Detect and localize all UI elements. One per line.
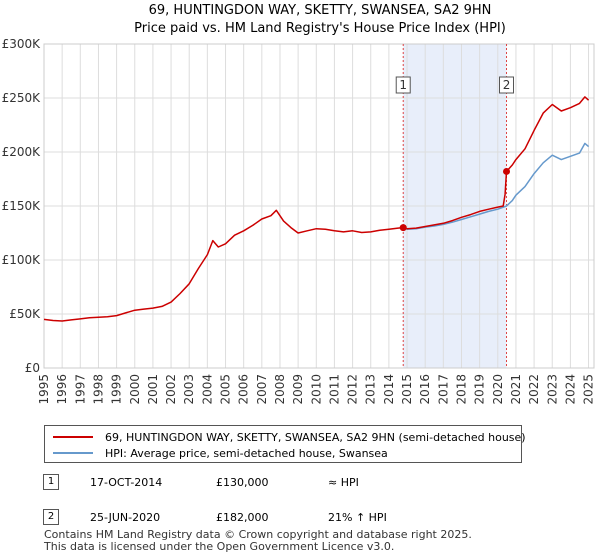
series-line-hpi (402, 142, 590, 230)
x-tick-label: 2023 (545, 374, 559, 405)
x-tick-label: 1999 (110, 374, 124, 405)
legend-item-property: 69, HUNTINGDON WAY, SKETTY, SWANSEA, SA2… (53, 429, 526, 445)
x-tick-label: 1995 (37, 374, 51, 405)
x-tick-label: 2015 (400, 374, 414, 405)
x-tick-label: 2003 (182, 374, 196, 405)
x-tick-label: 2009 (291, 374, 305, 405)
x-tick-label: 2011 (327, 374, 341, 405)
y-tick-label: £0 (25, 361, 40, 375)
annotation-hpi: ≈ HPI (328, 476, 359, 489)
x-tick-label: 2000 (128, 374, 142, 405)
sale-label-box (395, 76, 411, 94)
x-tick-label: 2013 (364, 374, 378, 405)
chart-subtitle: Price paid vs. HM Land Registry's House … (134, 21, 506, 36)
x-tick-label: 2004 (200, 374, 214, 405)
legend-label-property: 69, HUNTINGDON WAY, SKETTY, SWANSEA, SA2… (105, 430, 526, 444)
plot-border (43, 43, 595, 369)
annotation-number: 1 (43, 474, 59, 490)
footer-copyright: Contains HM Land Registry data © Crown c… (44, 528, 472, 541)
x-tick-label: 2025 (582, 374, 596, 405)
x-tick-label: 2022 (527, 374, 541, 405)
annotation-price: £130,000 (216, 476, 269, 489)
y-tick-label: £250K (2, 91, 42, 105)
legend: 69, HUNTINGDON WAY, SKETTY, SWANSEA, SA2… (44, 425, 526, 463)
annotation-hpi: 21% ↑ HPI (328, 511, 387, 524)
sale-point (399, 224, 407, 232)
x-tick-label: 2014 (382, 374, 396, 405)
annotation-date: 17-OCT-2014 (90, 476, 163, 489)
annotation-row: 2 25-JUN-2020 £182,000 21% ↑ HPI (40, 509, 560, 529)
legend-swatch-hpi (53, 452, 93, 454)
legend-swatch-property (53, 436, 93, 438)
sale-label-number: 2 (503, 78, 511, 92)
legend-label-hpi: HPI: Average price, semi-detached house,… (105, 446, 388, 460)
x-tick-label: 2020 (491, 374, 505, 405)
x-tick-label: 2012 (346, 374, 360, 405)
x-tick-label: 1998 (91, 374, 105, 405)
x-tick-label: 2017 (436, 374, 450, 405)
x-tick-label: 2024 (563, 374, 577, 405)
y-tick-label: £50K (9, 307, 41, 321)
x-tick-label: 1997 (73, 374, 87, 405)
x-tick-label: 2001 (146, 374, 160, 405)
sale-point (503, 167, 511, 175)
footer: Contains HM Land Registry data © Crown c… (44, 529, 472, 553)
chart-title: 69, HUNTINGDON WAY, SKETTY, SWANSEA, SA2… (149, 3, 492, 18)
x-tick-label: 2016 (418, 374, 432, 405)
y-tick-label: £300K (2, 37, 42, 51)
x-tick-label: 2021 (509, 374, 523, 405)
annotation-row: 1 17-OCT-2014 £130,000 ≈ HPI (40, 474, 560, 494)
x-tick-label: 2005 (219, 374, 233, 405)
sale-label-box (499, 76, 515, 94)
price-chart: 69, HUNTINGDON WAY, SKETTY, SWANSEA, SA2… (2, 3, 596, 405)
annotation-date: 25-JUN-2020 (90, 511, 161, 524)
x-tick-label: 2019 (473, 374, 487, 405)
y-tick-label: £150K (2, 199, 42, 213)
x-tick-label: 2002 (164, 374, 178, 405)
annotation-price: £182,000 (216, 511, 269, 524)
annotation-number: 2 (43, 509, 59, 525)
x-tick-label: 2007 (255, 374, 269, 405)
sale-label-number: 1 (399, 78, 407, 92)
y-tick-label: £100K (2, 253, 42, 267)
footer-licence: This data is licensed under the Open Gov… (44, 540, 395, 553)
x-tick-label: 2010 (309, 374, 323, 405)
legend-item-hpi: HPI: Average price, semi-detached house,… (53, 445, 388, 461)
y-tick-label: £200K (2, 145, 42, 159)
x-tick-label: 2008 (273, 374, 287, 405)
x-tick-label: 2006 (237, 374, 251, 405)
x-tick-label: 2018 (454, 374, 468, 405)
x-tick-label: 1996 (55, 374, 69, 405)
series-line-property (43, 96, 590, 322)
